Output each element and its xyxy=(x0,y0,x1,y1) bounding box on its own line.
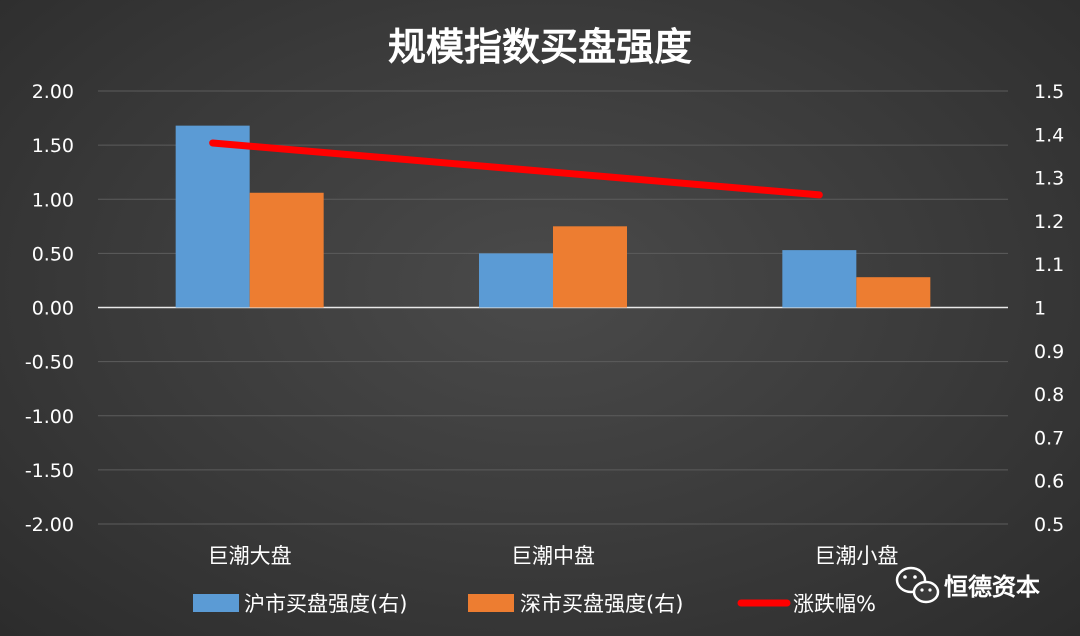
right-tick-label: 0.5 xyxy=(1034,514,1064,536)
bars xyxy=(175,125,931,308)
right-tick-label: 0.8 xyxy=(1034,384,1064,406)
watermark-text: 恒德资本 xyxy=(944,573,1040,601)
bar-1-3 xyxy=(782,250,857,308)
line-series xyxy=(209,139,823,199)
bar-2-2 xyxy=(553,226,627,308)
right-axis: 1.5 1.4 1.3 1.2 1.1 1 0.9 0.8 0.7 0.6 0.5 xyxy=(1034,81,1064,536)
bar-1-1 xyxy=(175,125,250,308)
bar-1-2 xyxy=(479,253,553,308)
left-tick-label: 2.00 xyxy=(32,81,74,103)
category-label: 巨潮中盘 xyxy=(511,544,595,568)
left-axis: 2.00 1.50 1.00 0.50 0.00 -0.50 -1.00 -1.50 -2.00 xyxy=(25,81,74,536)
watermark: 恒德资本 xyxy=(895,566,1040,604)
legend-label: 涨跌幅% xyxy=(793,592,876,616)
left-tick-label: -1.50 xyxy=(25,460,74,482)
right-tick-label: 0.6 xyxy=(1034,471,1064,493)
left-tick-label: 1.00 xyxy=(32,189,74,211)
left-tick-label: -1.00 xyxy=(25,406,74,428)
legend-swatch-1 xyxy=(193,594,239,612)
wechat-icon xyxy=(895,566,940,604)
left-tick-label: 0.00 xyxy=(32,298,74,320)
category-label: 巨潮小盘 xyxy=(814,544,898,568)
legend-label: 沪市买盘强度(右) xyxy=(244,592,407,616)
line-series-path xyxy=(209,139,823,199)
right-tick-label: 1 xyxy=(1034,298,1046,320)
legend-label: 深市买盘强度(右) xyxy=(520,592,683,616)
right-tick-label: 1.3 xyxy=(1034,168,1064,190)
left-tick-label: 0.50 xyxy=(32,243,74,265)
right-tick-label: 1.2 xyxy=(1034,211,1064,233)
right-tick-label: 0.9 xyxy=(1034,341,1064,363)
legend-swatch-2 xyxy=(468,594,514,612)
right-tick-label: 0.7 xyxy=(1034,427,1064,449)
left-tick-label: -2.00 xyxy=(25,514,74,536)
left-tick-label: 1.50 xyxy=(32,135,74,157)
legend: 沪市买盘强度(右) 深市买盘强度(右) 涨跌幅% xyxy=(193,592,876,616)
bar-2-1 xyxy=(249,192,324,308)
right-tick-label: 1.5 xyxy=(1034,81,1064,103)
category-axis: 巨潮大盘 巨潮中盘 巨潮小盘 xyxy=(208,544,899,568)
right-tick-label: 1.1 xyxy=(1034,254,1064,276)
right-tick-label: 1.4 xyxy=(1034,124,1064,146)
category-label: 巨潮大盘 xyxy=(208,544,292,568)
left-tick-label: -0.50 xyxy=(25,352,74,374)
chart-title: 规模指数买盘强度 xyxy=(388,24,692,69)
bar-2-3 xyxy=(856,277,931,308)
